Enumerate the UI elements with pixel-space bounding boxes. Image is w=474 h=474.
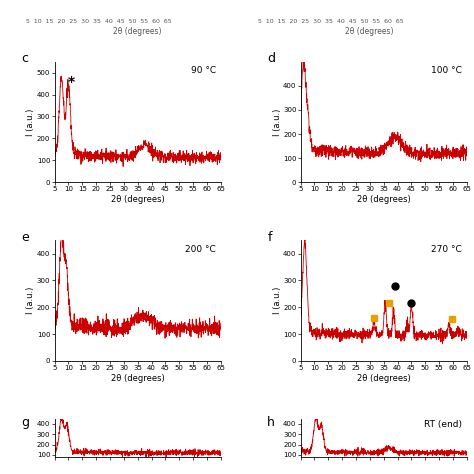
X-axis label: 2θ (degrees): 2θ (degrees)	[357, 374, 410, 383]
Text: h: h	[267, 416, 275, 428]
Text: g: g	[21, 416, 29, 428]
Y-axis label: I (a.u.): I (a.u.)	[27, 287, 36, 314]
X-axis label: 2θ (degrees): 2θ (degrees)	[111, 374, 164, 383]
Text: d: d	[267, 52, 275, 65]
Text: e: e	[21, 230, 29, 244]
Y-axis label: I (a.u.): I (a.u.)	[273, 108, 282, 136]
X-axis label: 2θ (degrees): 2θ (degrees)	[357, 195, 410, 204]
Text: 200 °C: 200 °C	[185, 245, 216, 254]
Y-axis label: I (a.u.): I (a.u.)	[273, 287, 282, 314]
Text: *: *	[68, 75, 75, 89]
Text: 2θ (degrees): 2θ (degrees)	[346, 27, 394, 36]
Text: 100 °C: 100 °C	[431, 66, 462, 75]
Text: 5  10  15  20  25  30  35  40  45  50  55  60  65: 5 10 15 20 25 30 35 40 45 50 55 60 65	[258, 18, 404, 24]
Text: 270 °C: 270 °C	[431, 245, 462, 254]
X-axis label: 2θ (degrees): 2θ (degrees)	[111, 195, 164, 204]
Text: RT (end): RT (end)	[424, 420, 462, 429]
Text: c: c	[21, 52, 28, 65]
Text: 2θ (degrees): 2θ (degrees)	[113, 27, 162, 36]
Text: 90 °C: 90 °C	[191, 66, 216, 75]
Text: 5  10  15  20  25  30  35  40  45  50  55  60  65: 5 10 15 20 25 30 35 40 45 50 55 60 65	[26, 18, 172, 24]
Y-axis label: I (a.u.): I (a.u.)	[27, 108, 36, 136]
Text: f: f	[267, 230, 272, 244]
